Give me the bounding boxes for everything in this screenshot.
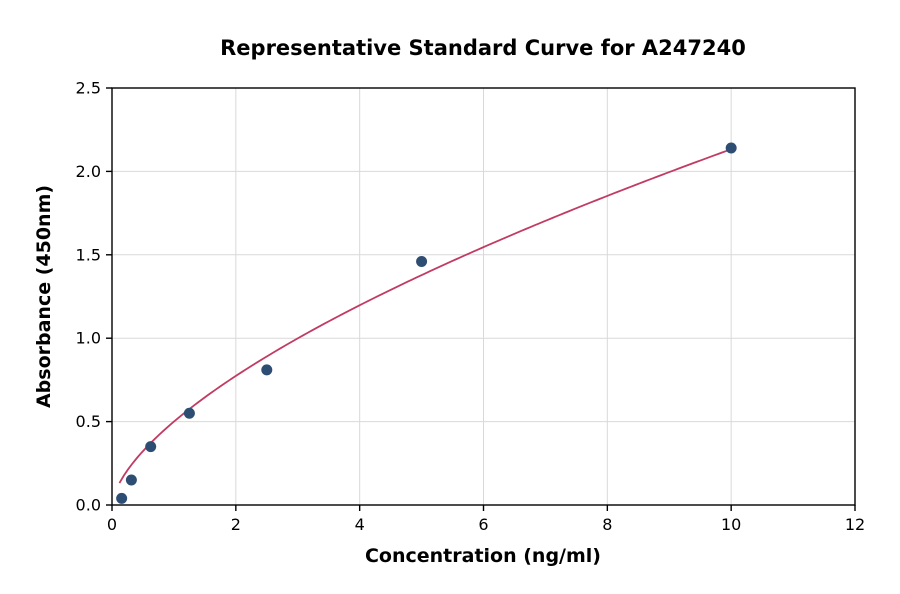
data-point	[261, 364, 273, 376]
y-tick-label: 0.0	[76, 496, 101, 515]
data-point	[416, 255, 428, 267]
gridlines	[111, 87, 856, 506]
y-tick-label: 2.5	[76, 79, 101, 98]
data-points	[116, 142, 737, 504]
x-tick-label: 4	[355, 515, 365, 534]
y-tick-label: 2.0	[76, 162, 101, 181]
x-tick-label: 8	[602, 515, 612, 534]
y-tick-label: 1.0	[76, 329, 101, 348]
x-tick-label: 2	[231, 515, 241, 534]
x-tick-label: 10	[721, 515, 741, 534]
data-point	[725, 142, 737, 154]
x-tick-label: 12	[845, 515, 865, 534]
x-tick-label: 0	[107, 515, 117, 534]
data-point	[145, 441, 157, 453]
data-point	[125, 474, 137, 486]
fit-curve	[118, 148, 732, 484]
x-tick-label: 6	[478, 515, 488, 534]
x-axis-label: Concentration (ng/ml)	[365, 545, 601, 567]
chart-title: Representative Standard Curve for A24724…	[220, 36, 746, 60]
y-tick-label: 0.5	[76, 412, 101, 431]
y-axis-label: Absorbance (450nm)	[33, 185, 55, 408]
tick-marks	[106, 87, 856, 511]
tick-labels: 0 2 4 6 8 10 12 0.0 0.5 1.0 1.5 2.0 2.5	[76, 79, 866, 535]
data-point	[116, 492, 128, 504]
y-tick-label: 1.5	[76, 245, 101, 264]
data-point	[183, 407, 195, 419]
